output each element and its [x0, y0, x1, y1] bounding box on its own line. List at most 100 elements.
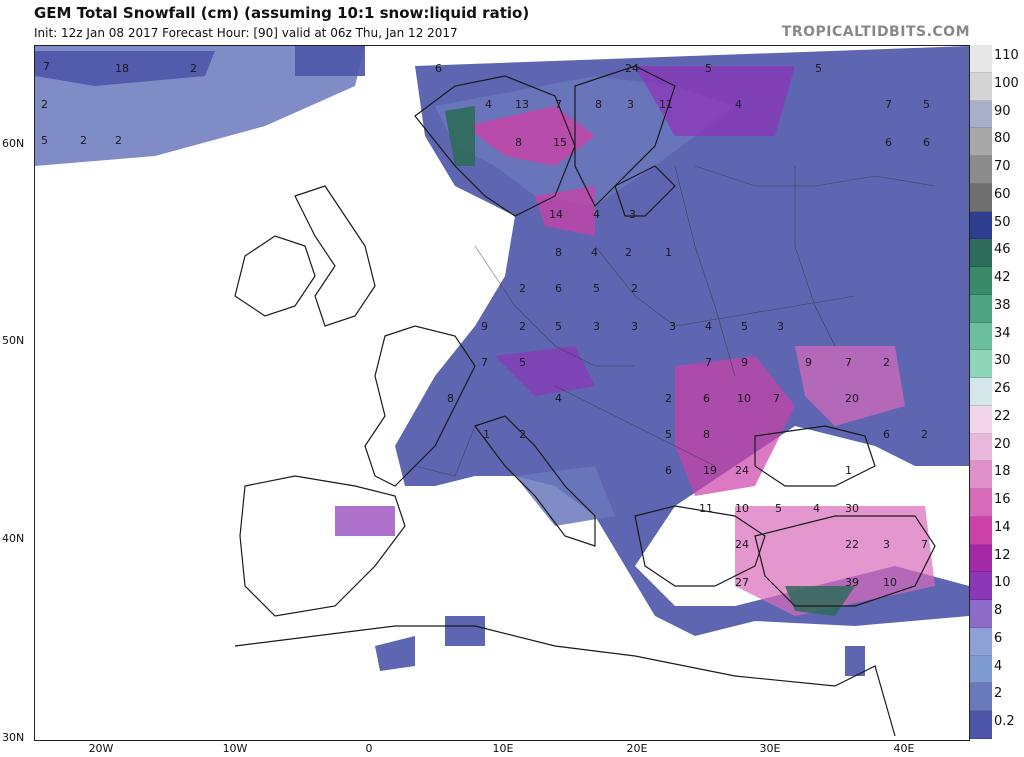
- map-value: 19: [703, 464, 717, 477]
- legend-entry: 30: [970, 350, 1022, 379]
- map-value: 1: [665, 246, 672, 259]
- snowfall-map[interactable]: 7 18 2 2 5 2 2 6 4 13 7 8 15 24 8 3 11 5…: [34, 45, 970, 741]
- legend-label: 100: [994, 75, 1019, 91]
- border-central-3: [554, 385, 716, 467]
- map-value: 2: [921, 428, 928, 441]
- map-value: 2: [190, 62, 197, 75]
- map-value: 3: [883, 538, 890, 551]
- map-value: 2: [115, 134, 122, 147]
- legend-entry: 2: [970, 683, 1022, 712]
- color-legend: 110 100 90 80 70 60 50 46 42 38 34 30 26 22 20 18 16 14 12…: [970, 45, 1022, 739]
- map-value: 7: [921, 538, 928, 551]
- map-value: 2: [883, 356, 890, 369]
- legend-swatch: [970, 322, 992, 351]
- lat-label-50n: 50N: [2, 334, 25, 347]
- legend-swatch: [970, 45, 992, 73]
- legend-label: 16: [994, 492, 1011, 508]
- legend-swatch: [970, 156, 992, 184]
- snow-region-taurus-peak: [785, 586, 855, 616]
- legend-label: 26: [994, 381, 1011, 397]
- snow-region-norwegian-sea: [295, 46, 365, 76]
- legend-label: 14: [994, 519, 1011, 535]
- lon-label-0: 0: [365, 742, 373, 755]
- map-value: 8: [447, 392, 454, 405]
- map-value: 6: [703, 392, 710, 405]
- map-value: 39: [845, 576, 859, 589]
- map-value: 8: [515, 136, 522, 149]
- border-west-1: [414, 425, 476, 477]
- snow-region-alps: [495, 346, 595, 396]
- map-value: 4: [485, 98, 492, 111]
- legend-entry: 70: [970, 156, 1022, 184]
- map-value: 5: [41, 134, 48, 147]
- map-value: 24: [625, 62, 639, 75]
- snow-region-algeria: [375, 636, 415, 671]
- map-value: 27: [735, 576, 749, 589]
- map-value: 10: [883, 576, 897, 589]
- legend-swatch: [970, 572, 992, 601]
- map-value: 10: [735, 502, 749, 515]
- legend-swatch: [970, 100, 992, 129]
- legend-entry: 100: [970, 72, 1022, 101]
- map-value: 7: [885, 98, 892, 111]
- map-value: 4: [735, 98, 742, 111]
- snow-region-turkey: [735, 506, 935, 616]
- legend-swatch: [970, 183, 992, 212]
- map-value: 1: [845, 464, 852, 477]
- map-value: 7: [481, 356, 488, 369]
- legend-entry: 46: [970, 239, 1022, 268]
- legend-swatch: [970, 128, 992, 157]
- legend-label: 6: [994, 630, 1003, 646]
- lat-label-60n: 60N: [2, 137, 25, 150]
- map-value: 4: [555, 392, 562, 405]
- map-value: 9: [481, 320, 488, 333]
- map-value: 15: [553, 136, 567, 149]
- legend-label: 18: [994, 464, 1011, 480]
- legend-swatch: [970, 544, 992, 573]
- map-value: 6: [885, 136, 892, 149]
- map-value: 22: [845, 538, 859, 551]
- coast-sweden: [574, 65, 676, 208]
- map-value: 24: [735, 464, 749, 477]
- map-value: 7: [845, 356, 852, 369]
- map-value: 2: [41, 98, 48, 111]
- legend-swatch: [970, 239, 992, 268]
- border-central-1: [474, 245, 635, 367]
- legend-entry: 20: [970, 433, 1022, 462]
- map-canvas: 7 18 2 2 5 2 2 6 4 13 7 8 15 24 8 3 11 5…: [35, 46, 969, 737]
- snow-region-norway-peak: [445, 106, 475, 166]
- map-title: GEM Total Snowfall (cm) (assuming 10:1 s…: [34, 4, 530, 22]
- legend-entry: 10: [970, 572, 1022, 601]
- snow-region-levant: [845, 646, 865, 676]
- lat-label-30n: 30N: [2, 731, 25, 744]
- legend-entry: 110: [970, 45, 1022, 73]
- snowfall-shading: [35, 46, 969, 676]
- legend-entry: 26: [970, 378, 1022, 406]
- coast-ireland: [234, 235, 316, 317]
- legend-label: 70: [994, 159, 1011, 175]
- map-value: 2: [631, 282, 638, 295]
- map-value: 3: [593, 320, 600, 333]
- legend-entry: 22: [970, 405, 1022, 434]
- legend-swatch: [970, 350, 992, 379]
- coast-norway: [414, 75, 576, 217]
- lon-label-10w: 10W: [222, 742, 248, 755]
- legend-label: 12: [994, 547, 1011, 563]
- legend-swatch: [970, 683, 992, 712]
- map-value: 6: [665, 464, 672, 477]
- snow-region-iceland: [35, 51, 215, 86]
- legend-entry: 38: [970, 294, 1022, 323]
- map-value: 4: [591, 246, 598, 259]
- map-value: 5: [741, 320, 748, 333]
- map-value: 11: [659, 98, 673, 111]
- snow-region-norway-heavy: [465, 106, 595, 166]
- map-value: 7: [555, 98, 562, 111]
- legend-entry: 60: [970, 183, 1022, 212]
- coast-turkey: [754, 515, 936, 607]
- border-central-2: [594, 245, 856, 327]
- legend-entry: 0.2: [970, 711, 1022, 739]
- legend-label: 38: [994, 297, 1011, 313]
- map-value: 9: [741, 356, 748, 369]
- map-value: 3: [777, 320, 784, 333]
- snow-region-pyrenees: [335, 506, 395, 536]
